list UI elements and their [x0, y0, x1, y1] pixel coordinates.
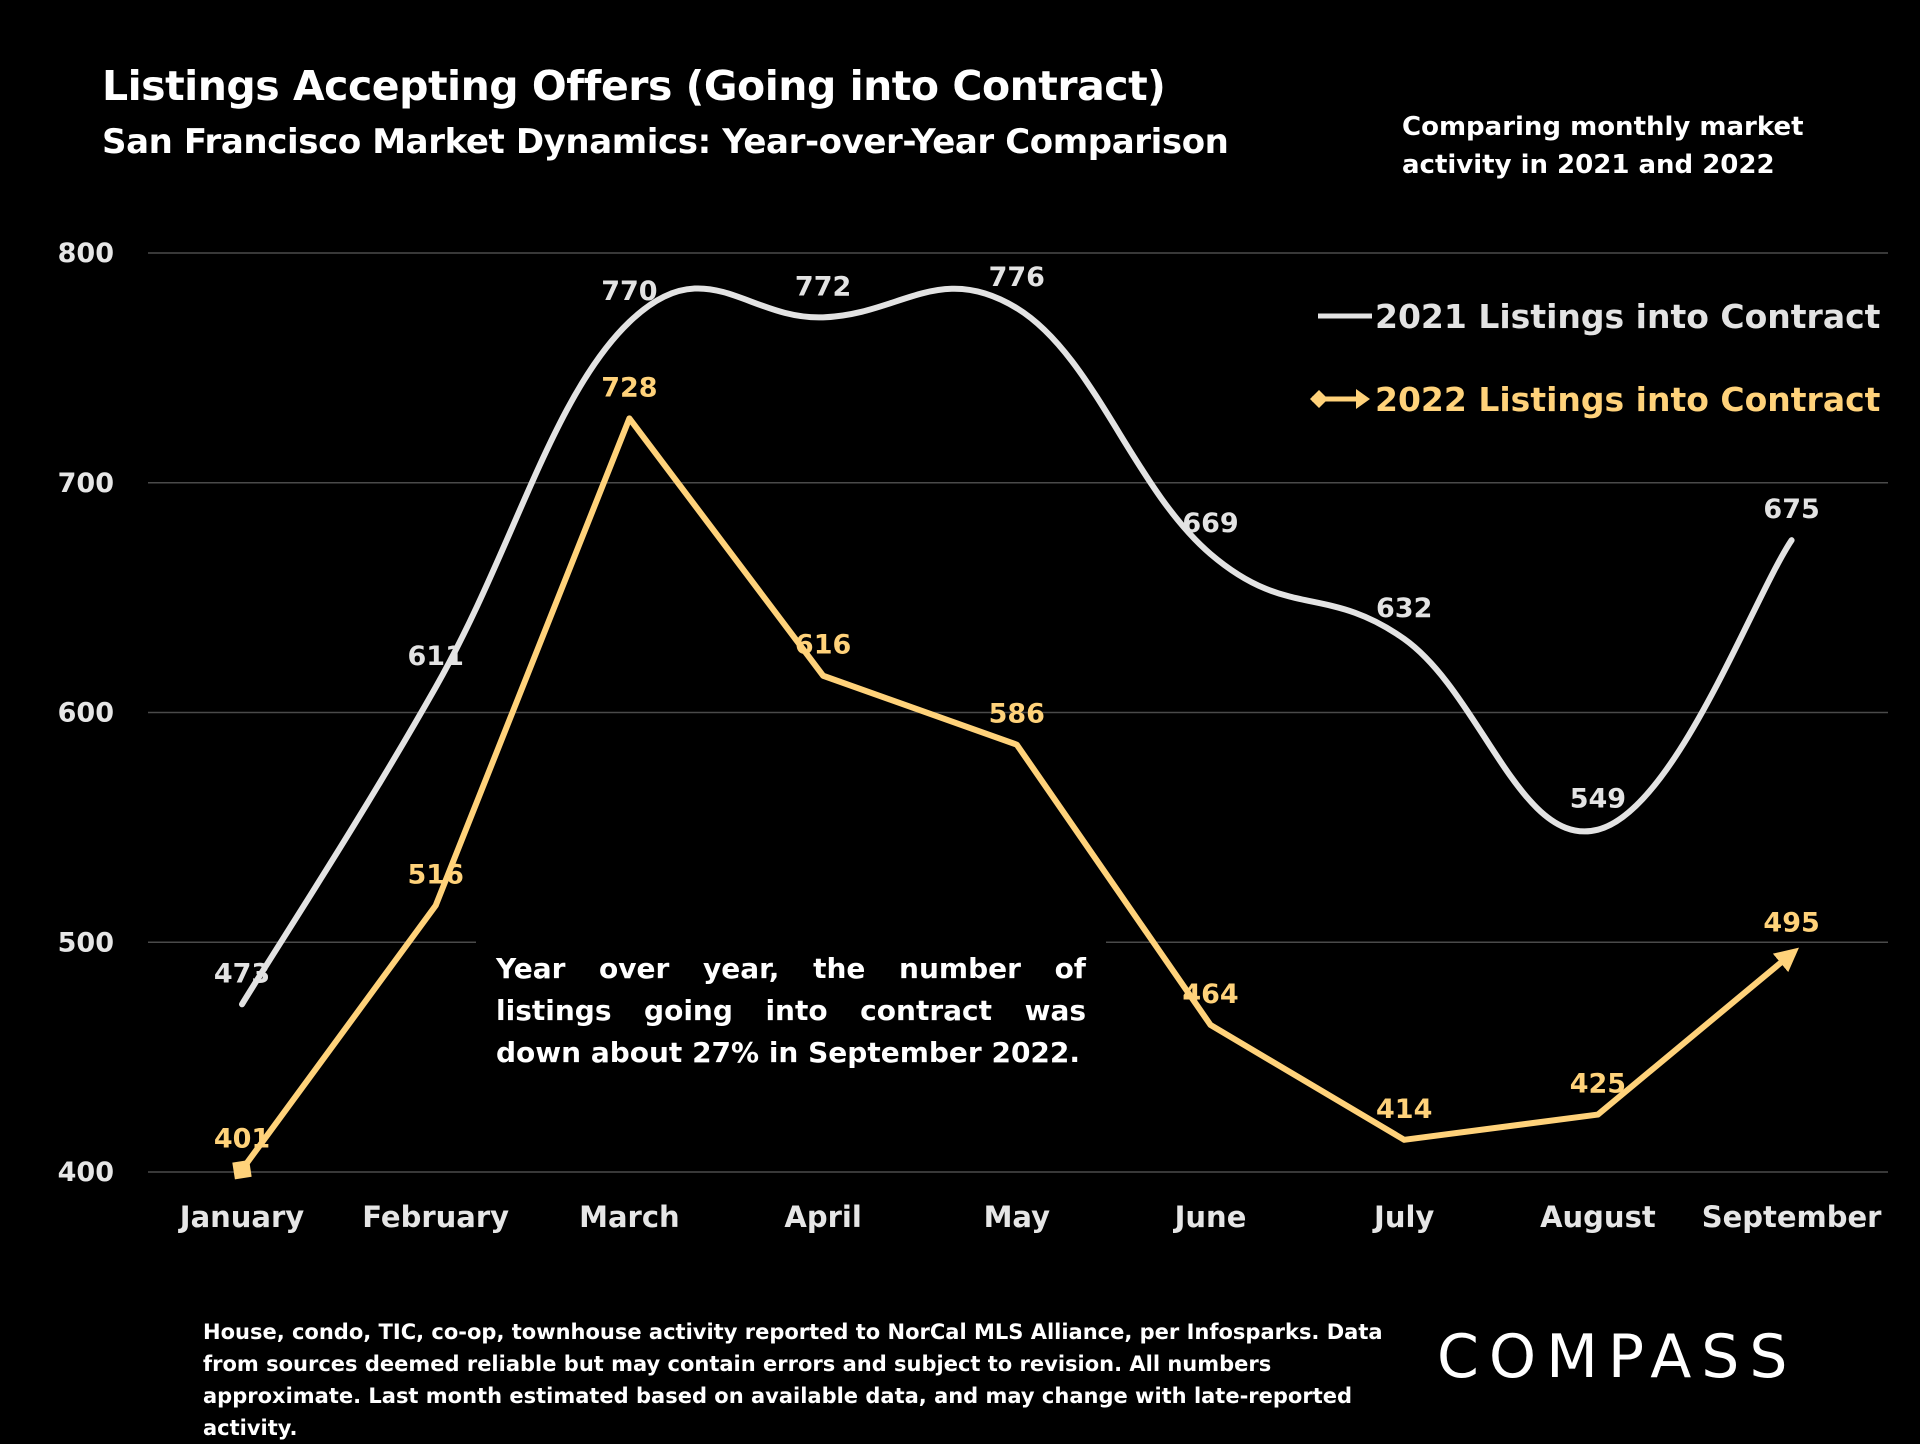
data-label-2022-june: 464	[1182, 979, 1238, 1010]
y-tick-400: 400	[58, 1157, 114, 1188]
x-tick-june: June	[1173, 1200, 1247, 1234]
y-tick-800: 800	[58, 238, 114, 269]
data-label-2021-march: 770	[601, 276, 657, 307]
y-tick-700: 700	[58, 468, 114, 499]
data-label-2021-september: 675	[1763, 494, 1819, 525]
data-label-2021-july: 632	[1376, 593, 1432, 624]
callout-text: Year over year, the number of listings g…	[476, 940, 1106, 1082]
data-label-2022-january: 401	[214, 1124, 270, 1155]
data-label-2021-february: 611	[408, 641, 464, 672]
legend-label-2022: 2022 Listings into Contract	[1375, 380, 1881, 419]
data-label-2022-february: 516	[408, 859, 464, 890]
x-tick-september: September	[1702, 1200, 1882, 1234]
data-label-2021-april: 772	[795, 271, 851, 302]
data-label-2021-june: 669	[1182, 508, 1238, 539]
x-tick-january: January	[178, 1200, 305, 1234]
data-label-2022-august: 425	[1570, 1069, 1626, 1100]
y-tick-500: 500	[58, 927, 114, 958]
x-tick-may: May	[984, 1200, 1051, 1234]
x-axis-ticks: January February March April May June July Augu…	[178, 1200, 1882, 1234]
legend: 2021 Listings into Contract 2022 Listing…	[1310, 297, 1881, 419]
x-tick-august: August	[1540, 1200, 1656, 1234]
x-tick-february: February	[362, 1200, 509, 1234]
y-tick-600: 600	[58, 698, 114, 729]
data-label-2022-september: 495	[1763, 908, 1819, 939]
data-label-2021-august: 549	[1570, 784, 1626, 815]
data-label-2022-may: 586	[989, 699, 1045, 730]
x-tick-july: July	[1372, 1200, 1434, 1234]
data-label-2021-january: 473	[214, 958, 270, 989]
legend-arrow-icon	[1356, 389, 1370, 409]
y-axis-ticks: 400 500 600 700 800	[58, 238, 114, 1188]
data-label-2022-july: 414	[1376, 1094, 1432, 1125]
legend-label-2021: 2021 Listings into Contract	[1375, 297, 1881, 336]
x-tick-april: April	[784, 1200, 861, 1234]
legend-diamond-icon	[1310, 390, 1328, 408]
data-label-2021-may: 776	[989, 262, 1045, 293]
data-label-2022-april: 616	[795, 630, 851, 661]
data-label-2022-march: 728	[601, 372, 657, 403]
source-footnote: House, condo, TIC, co-op, townhouse acti…	[203, 1316, 1383, 1444]
x-tick-march: March	[579, 1200, 680, 1234]
compass-logo: COMPASS	[1437, 1322, 1797, 1392]
